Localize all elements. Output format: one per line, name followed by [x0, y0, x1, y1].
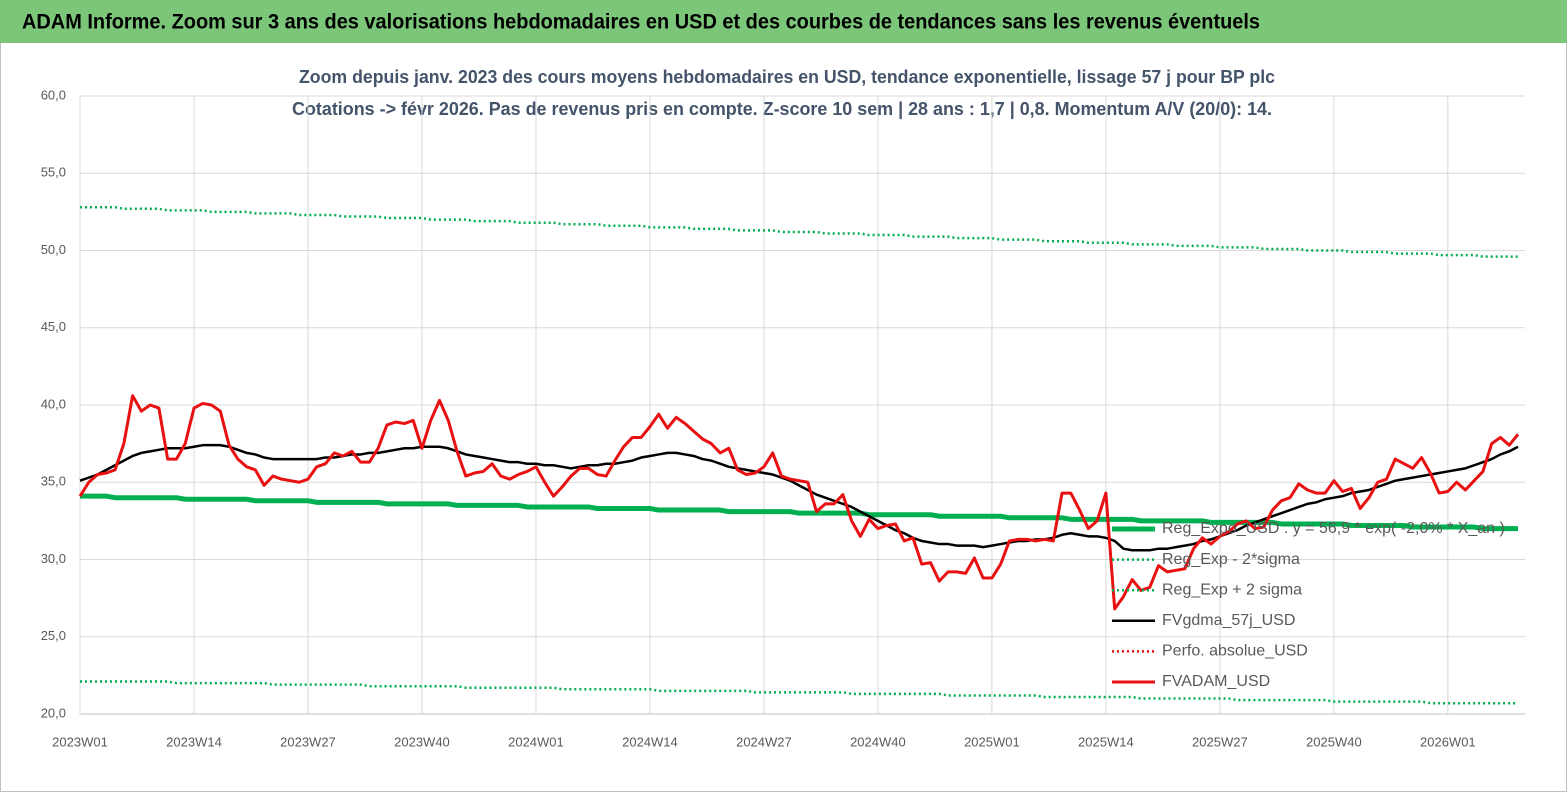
x-tick-label: 2025W14 — [1078, 734, 1134, 749]
legend-label: FVgdma_57j_USD — [1162, 612, 1295, 629]
x-tick-label: 2024W14 — [622, 734, 678, 749]
legend-label: Perfo. absolue_USD — [1162, 643, 1308, 660]
legend-label: Reg_Expo_USD : y = 56,9 * exp( -2,0% * X… — [1162, 520, 1505, 537]
header-bar — [0, 0, 1567, 43]
x-tick-label: 2023W40 — [394, 734, 450, 749]
y-tick-label: 35,0 — [41, 474, 66, 489]
series-line — [79, 443, 1519, 552]
x-tick-label: 2025W27 — [1192, 734, 1248, 749]
y-tick-label: 50,0 — [41, 242, 66, 257]
header-title: ADAM Informe. Zoom sur 3 ans des valoris… — [22, 11, 1260, 34]
x-tick-label: 2023W01 — [52, 734, 108, 749]
x-tick-label: 2024W27 — [736, 734, 792, 749]
x-tick-label: 2025W40 — [1306, 734, 1362, 749]
x-tick-label: 2025W01 — [964, 734, 1020, 749]
legend-label: Reg_Exp - 2*sigma — [1162, 551, 1300, 568]
legend-label: FVADAM_USD — [1162, 673, 1270, 690]
y-tick-label: 20,0 — [41, 705, 66, 720]
x-tick-label: 2026W01 — [1420, 734, 1476, 749]
y-tick-label: 30,0 — [41, 551, 66, 566]
x-tick-label: 2023W14 — [166, 734, 222, 749]
legend-label: Reg_Exp + 2 sigma — [1162, 581, 1302, 598]
x-tick-label: 2024W01 — [508, 734, 564, 749]
y-tick-label: 25,0 — [41, 628, 66, 643]
series-line — [80, 205, 1518, 258]
x-tick-label: 2023W27 — [280, 734, 336, 749]
series-line — [78, 394, 1520, 611]
x-tick-label: 2024W40 — [850, 734, 906, 749]
chart-subtitle: Cotations -> févr 2026. Pas de revenus p… — [292, 99, 1272, 119]
y-tick-label: 55,0 — [41, 165, 66, 180]
series-line — [80, 493, 1518, 532]
chart-title: Zoom depuis janv. 2023 des cours moyens … — [299, 67, 1275, 87]
y-tick-label: 60,0 — [41, 87, 66, 102]
y-tick-label: 45,0 — [41, 319, 66, 334]
y-tick-label: 40,0 — [41, 396, 66, 411]
